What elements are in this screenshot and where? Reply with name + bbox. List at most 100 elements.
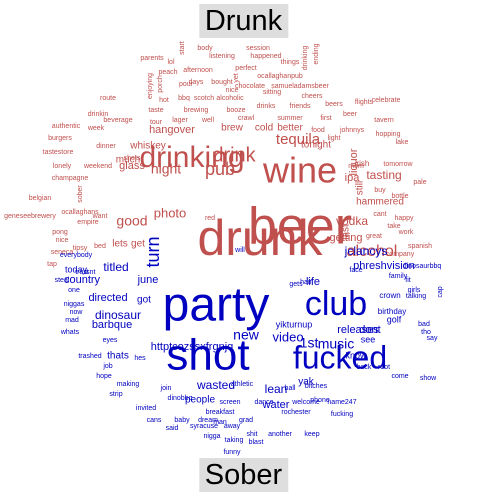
word-sober: bitches [305,383,328,390]
word-sober: blast [249,439,264,446]
word-sober: root [378,364,390,371]
word-drunk: parents [140,55,164,62]
word-sober: titled [103,260,128,274]
word-drunk: afternoon [183,67,213,74]
word-drunk: great [366,233,382,240]
word-drunk: ipa [345,172,361,184]
word-sober: breakfast [206,409,235,416]
word-drunk: beer [343,111,358,118]
word-drunk: hammered [356,197,404,208]
word-sober: gets [289,281,303,288]
word-sober: country [64,274,101,286]
word-drunk: irish [355,159,370,168]
word-sober: trust [75,269,89,276]
word-sober: video [272,329,303,344]
word-sober: crown [379,291,400,300]
word-sober: barbque [92,319,132,331]
word-drunk: wine [262,150,337,191]
word-drunk: bottle [391,193,408,200]
word-sober: thats [107,351,129,362]
word-drunk: drinkin [88,111,109,118]
word-sober: everybody [60,252,93,259]
word-drunk: yet [233,73,240,82]
word-drunk: vodka [336,214,368,228]
word-drunk: scotch [194,95,214,102]
word-drunk: porch [157,75,164,93]
word-drunk: week [87,125,105,132]
word-sober: phone [310,397,330,404]
word-sober: funny [223,449,241,456]
word-drunk: tomorrow [383,161,413,168]
word-sober: girls [408,287,421,294]
word-sober: show [420,375,437,382]
word-sober: cans [147,417,162,424]
word-drunk: good [116,213,147,229]
word-drunk: flights [355,99,374,106]
drunk-label: Drunk [198,4,289,38]
word-sober: man [213,419,227,426]
word-sober: strip [109,391,122,398]
word-sober: keep [304,431,319,438]
word-sober: got [137,295,151,306]
word-sober: welcome [291,399,320,406]
word-sober: one [68,287,80,294]
word-sober: know [345,350,367,360]
word-drunk: glass [119,160,145,172]
word-sober: join [160,385,172,392]
word-sober: turn [143,236,163,267]
word-drunk: want [92,213,108,220]
word-sober: hes [134,355,146,362]
word-sober: ball [285,385,296,392]
word-sober: fucking [331,411,353,418]
word-drunk: brewing [184,107,209,114]
word-drunk: bed [94,243,106,250]
word-drunk: lets [112,239,128,250]
word-sober: bad [418,321,430,328]
word-drunk: pong [52,229,68,236]
word-drunk: getting [329,232,362,244]
word-drunk: food [311,127,325,134]
word-drunk: drinking [139,141,244,174]
word-drunk: authentic [52,123,81,130]
word-drunk: liquor [348,148,360,175]
word-sober: dont [359,324,380,336]
word-sober: another [268,431,292,438]
word-drunk: shots [124,155,141,162]
word-drunk: summer [277,115,303,122]
word-sober: job [102,363,112,370]
word-sober: water [262,399,290,411]
word-drunk: perfect [235,65,256,72]
sober-label: Sober [198,458,289,492]
word-sober: shit [247,431,258,438]
word-drunk: nice [56,237,69,244]
word-drunk: ocallaghans [61,209,99,216]
word-sober: club [305,285,367,323]
word-drunk: tap [47,261,57,268]
word-drunk: chocolate [235,83,265,90]
word-sober: come [391,373,408,380]
word-drunk: light [328,135,341,142]
word-drunk: beer [248,198,352,256]
word-drunk: mom [348,163,364,170]
word-sober: screen [219,399,240,406]
word-drunk: drunk [197,210,323,266]
word-drunk: company [386,251,415,258]
word-sober: dream [198,417,218,424]
word-sober: golf [387,314,402,324]
word-sober: fucked [293,339,387,375]
word-sober: yak [298,377,315,388]
word-drunk: pale [413,179,426,186]
word-sober: away [224,423,241,430]
word-drunk: sober [77,185,84,203]
word-drunk: pour [179,81,194,88]
word-drunk: enjoying [147,73,154,99]
word-sober: people [185,395,215,406]
word-drunk: crawl [238,115,255,122]
word-drunk: lager [172,117,188,124]
word-drunk: things [281,59,300,66]
word-drunk: work [398,229,414,236]
word-sober: yikturnup [276,319,313,329]
word-drunk: happened [250,53,281,60]
word-sober: trashed [78,353,101,360]
